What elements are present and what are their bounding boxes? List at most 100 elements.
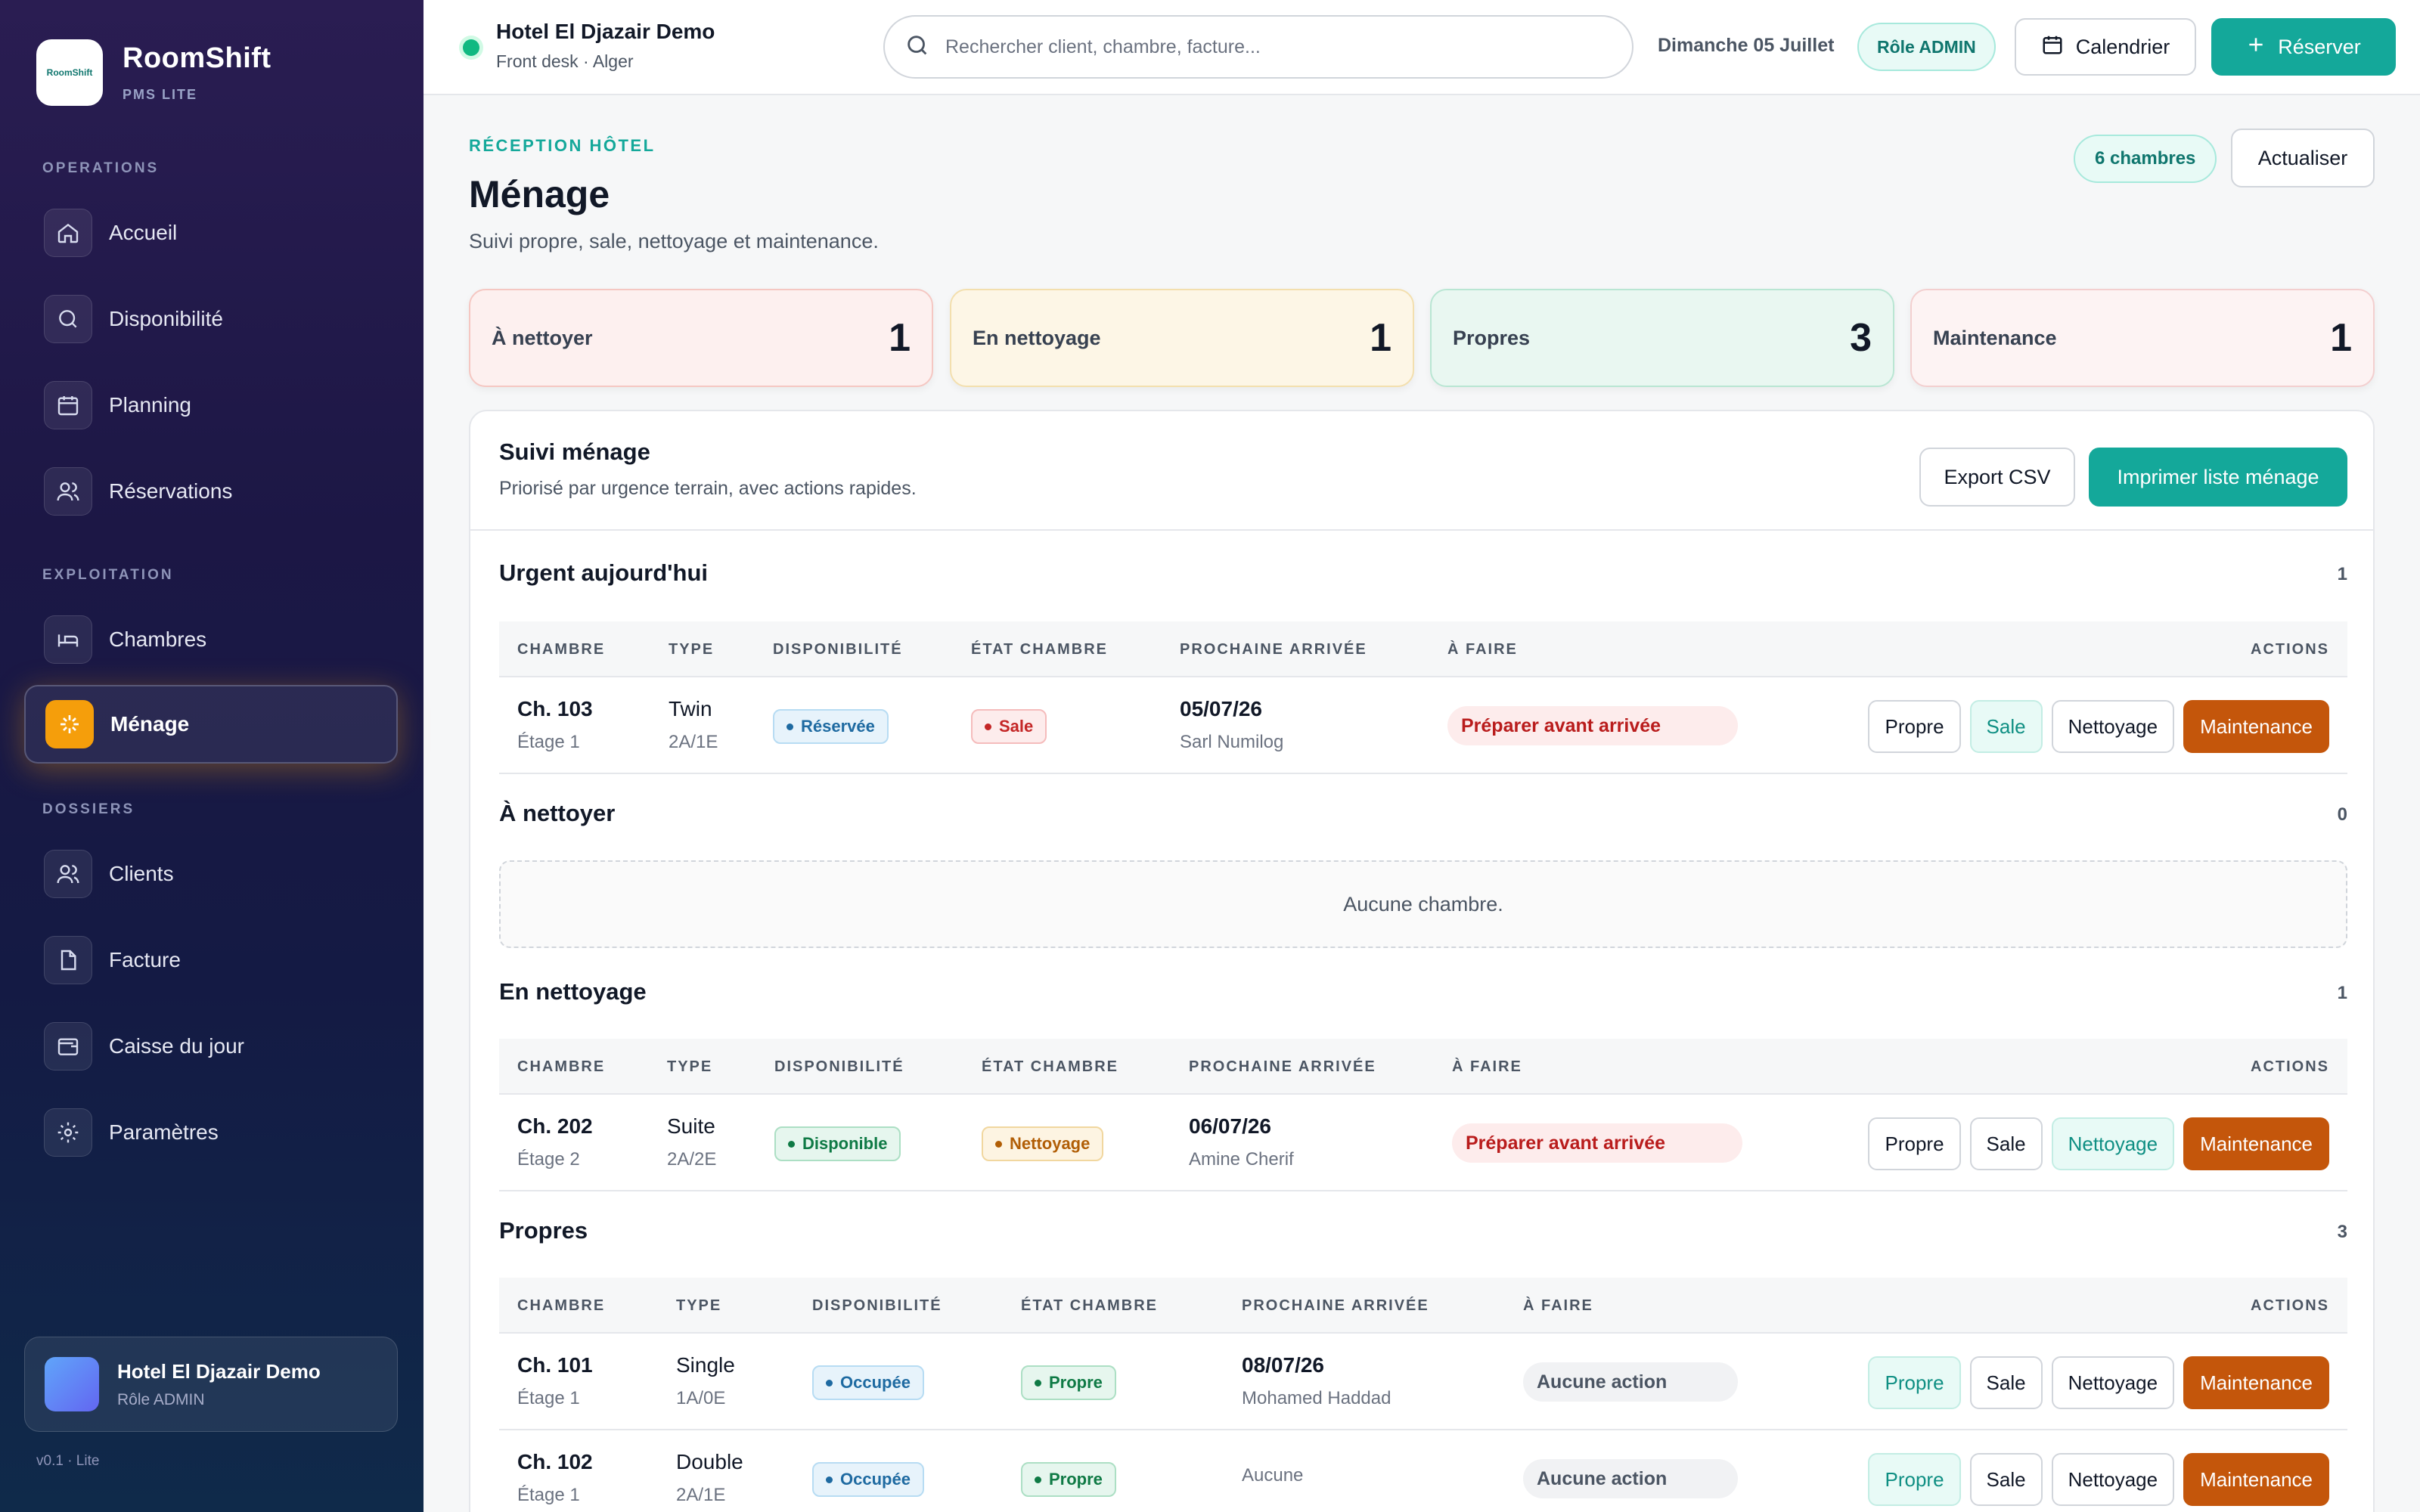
stat-label: À nettoyer <box>492 326 593 349</box>
sidebar-item-clients[interactable]: Clients <box>24 835 398 913</box>
room-floor: Étage 2 <box>517 1149 580 1170</box>
status-dot-icon <box>463 39 479 56</box>
stat-card-to-clean: À nettoyer 1 <box>469 289 933 387</box>
sidebar-item-label: Réservations <box>109 479 233 503</box>
sidebar-item-chambres[interactable]: Chambres <box>24 600 398 679</box>
search-box[interactable] <box>883 15 1634 79</box>
mark-cleaning-button[interactable]: Nettoyage <box>2051 700 2175 753</box>
row-actions: Propre Sale Nettoyage Maintenance <box>1859 1453 2329 1506</box>
arrival-name: Sarl Numilog <box>1180 732 1284 752</box>
todo-badge: Préparer avant arrivée <box>1452 1123 1742 1163</box>
col-room: CHAMBRE <box>517 1058 606 1075</box>
mark-dirty-button[interactable]: Sale <box>1969 1453 2043 1506</box>
section-title-to-clean: À nettoyer <box>499 800 616 826</box>
col-state: ÉTAT CHAMBRE <box>971 641 1109 658</box>
col-next-arrival: PROCHAINE ARRIVÉE <box>1189 1058 1376 1075</box>
user-card[interactable]: Hotel El Djazair Demo Rôle ADMIN <box>24 1337 398 1432</box>
sidebar-item-label: Disponibilité <box>109 307 223 330</box>
stat-value: 1 <box>1370 316 1392 360</box>
stat-value: 1 <box>889 316 911 360</box>
room-capacity: 2A/2E <box>667 1149 717 1170</box>
mark-clean-button[interactable]: Propre <box>1868 1117 1961 1170</box>
sidebar-item-parametres[interactable]: Paramètres <box>24 1093 398 1172</box>
export-csv-button[interactable]: Export CSV <box>1919 448 2075 507</box>
room-capacity: 1A/0E <box>676 1388 726 1408</box>
col-todo: À FAIRE <box>1523 1297 1593 1314</box>
room-capacity: 2A/1E <box>669 732 718 752</box>
calendar-icon <box>44 381 92 429</box>
sidebar-item-facture[interactable]: Facture <box>24 921 398 999</box>
user-role: Rôle ADMIN <box>117 1390 205 1408</box>
section-title-clean: Propres <box>499 1217 588 1244</box>
arrival-name: Mohamed Haddad <box>1242 1388 1392 1408</box>
sidebar-item-caisse[interactable]: Caisse du jour <box>24 1007 398 1086</box>
row-actions: Propre Sale Nettoyage Maintenance <box>1859 1117 2329 1170</box>
nav-section-dossiers: DOSSIERS <box>42 801 135 817</box>
refresh-button[interactable]: Actualiser <box>2231 129 2375 187</box>
col-room: CHAMBRE <box>517 1297 606 1314</box>
page-title: Ménage <box>469 173 610 215</box>
mark-cleaning-button[interactable]: Nettoyage <box>2051 1453 2175 1506</box>
col-type: TYPE <box>669 641 715 658</box>
col-actions: ACTIONS <box>2251 1297 2329 1314</box>
section-count-to-clean: 0 <box>2337 804 2347 825</box>
room-type: Single <box>676 1353 735 1377</box>
mark-maintenance-button[interactable]: Maintenance <box>2183 1356 2329 1409</box>
sidebar-item-reservations[interactable]: Réservations <box>24 452 398 531</box>
mark-clean-button[interactable]: Propre <box>1868 1356 1961 1409</box>
col-actions: ACTIONS <box>2251 641 2329 658</box>
sidebar-item-disponibilite[interactable]: Disponibilité <box>24 280 398 358</box>
calendar-icon <box>2041 33 2064 61</box>
reserve-button[interactable]: Réserver <box>2211 18 2396 76</box>
table-header: CHAMBRE TYPE DISPONIBILITÉ ÉTAT CHAMBRE … <box>499 621 2347 677</box>
sidebar-item-menage[interactable]: Ménage <box>24 685 398 764</box>
mark-dirty-button[interactable]: Sale <box>1969 700 2043 753</box>
col-next-arrival: PROCHAINE ARRIVÉE <box>1180 641 1367 658</box>
mark-maintenance-button[interactable]: Maintenance <box>2183 700 2329 753</box>
room-capacity: 2A/1E <box>676 1485 726 1505</box>
mark-cleaning-button[interactable]: Nettoyage <box>2051 1356 2175 1409</box>
table-row: Ch. 103 Étage 1 Twin 2A/1E Réservée Sale 0… <box>499 677 2347 774</box>
mark-maintenance-button[interactable]: Maintenance <box>2183 1453 2329 1506</box>
hotel-subtitle: Front desk · Alger <box>496 51 634 71</box>
sidebar-item-label: Paramètres <box>109 1120 219 1144</box>
room-number: Ch. 102 <box>517 1450 593 1473</box>
stat-label: En nettoyage <box>973 326 1101 349</box>
mark-clean-button[interactable]: Propre <box>1868 700 1961 753</box>
sidebar-item-label: Ménage <box>110 712 190 736</box>
sidebar-item-accueil[interactable]: Accueil <box>24 194 398 272</box>
rooms-count-badge: 6 chambres <box>2074 135 2217 183</box>
room-floor: Étage 1 <box>517 732 580 752</box>
page-subtitle: Suivi propre, sale, nettoyage et mainten… <box>469 230 879 253</box>
print-list-button[interactable]: Imprimer liste ménage <box>2089 448 2347 507</box>
stat-value: 3 <box>1850 316 1872 360</box>
section-count-urgent: 1 <box>2337 564 2347 584</box>
avatar <box>45 1357 99 1411</box>
mark-dirty-button[interactable]: Sale <box>1969 1356 2043 1409</box>
todo-badge: Aucune action <box>1523 1459 1738 1498</box>
availability-badge: Réservée <box>773 709 889 744</box>
mark-cleaning-button[interactable]: Nettoyage <box>2051 1117 2175 1170</box>
mark-clean-button[interactable]: Propre <box>1868 1453 1961 1506</box>
search-icon <box>904 33 930 62</box>
row-actions: Propre Sale Nettoyage Maintenance <box>1859 1356 2329 1409</box>
app-version: v0.1 · Lite <box>36 1453 100 1469</box>
mark-maintenance-button[interactable]: Maintenance <box>2183 1117 2329 1170</box>
stat-card-maintenance: Maintenance 1 <box>1910 289 2375 387</box>
search-input[interactable] <box>945 36 1596 58</box>
col-availability: DISPONIBILITÉ <box>774 1058 904 1075</box>
sidebar-item-label: Accueil <box>109 221 178 244</box>
stat-value: 1 <box>2330 316 2352 360</box>
todo-badge: Préparer avant arrivée <box>1447 706 1738 745</box>
section-title-urgent: Urgent aujourd'hui <box>499 559 709 586</box>
col-todo: À FAIRE <box>1452 1058 1522 1075</box>
sidebar-item-label: Planning <box>109 393 191 417</box>
table-row: Ch. 202 Étage 2 Suite 2A/2E Disponible Net… <box>499 1095 2347 1191</box>
mark-dirty-button[interactable]: Sale <box>1969 1117 2043 1170</box>
calendar-button[interactable]: Calendrier <box>2015 18 2196 76</box>
table-row: Ch. 102 Étage 1 Double 2A/1E Occupée Propr… <box>499 1430 2347 1512</box>
brand-logo: RoomShift <box>36 39 103 106</box>
sidebar-item-planning[interactable]: Planning <box>24 366 398 445</box>
brand[interactable]: RoomShift RoomShift PMS LITE <box>36 39 271 106</box>
arrival-name: Amine Cherif <box>1189 1149 1294 1170</box>
